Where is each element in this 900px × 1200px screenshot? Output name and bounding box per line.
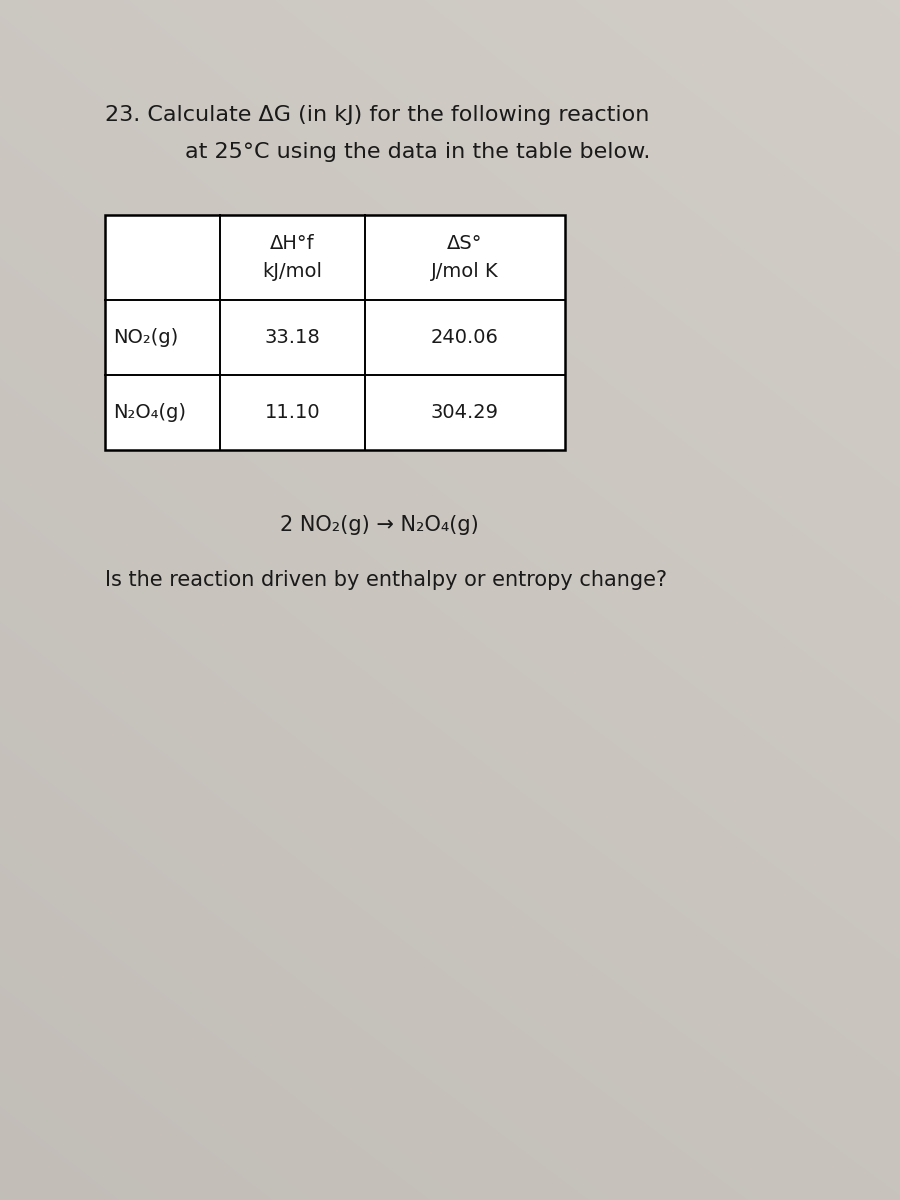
Text: 23. Calculate ΔG (in kJ) for the following reaction: 23. Calculate ΔG (in kJ) for the followi… [105,104,650,125]
Text: 304.29: 304.29 [431,403,499,422]
Text: kJ/mol: kJ/mol [263,262,322,281]
Bar [105,215,565,450]
Text: J/mol K: J/mol K [431,262,499,281]
Text: N₂O₄(g): N₂O₄(g) [113,403,186,422]
Text: 11.10: 11.10 [265,403,320,422]
Text: 33.18: 33.18 [265,328,320,347]
Text: 240.06: 240.06 [431,328,499,347]
Text: Is the reaction driven by enthalpy or entropy change?: Is the reaction driven by enthalpy or en… [105,570,667,590]
Text: ΔS°: ΔS° [447,234,482,253]
Text: at 25°C using the data in the table below.: at 25°C using the data in the table belo… [185,142,651,162]
Text: ΔH°f: ΔH°f [270,234,315,253]
Text: NO₂(g): NO₂(g) [113,328,178,347]
Text: 2 NO₂(g) → N₂O₄(g): 2 NO₂(g) → N₂O₄(g) [280,515,479,535]
